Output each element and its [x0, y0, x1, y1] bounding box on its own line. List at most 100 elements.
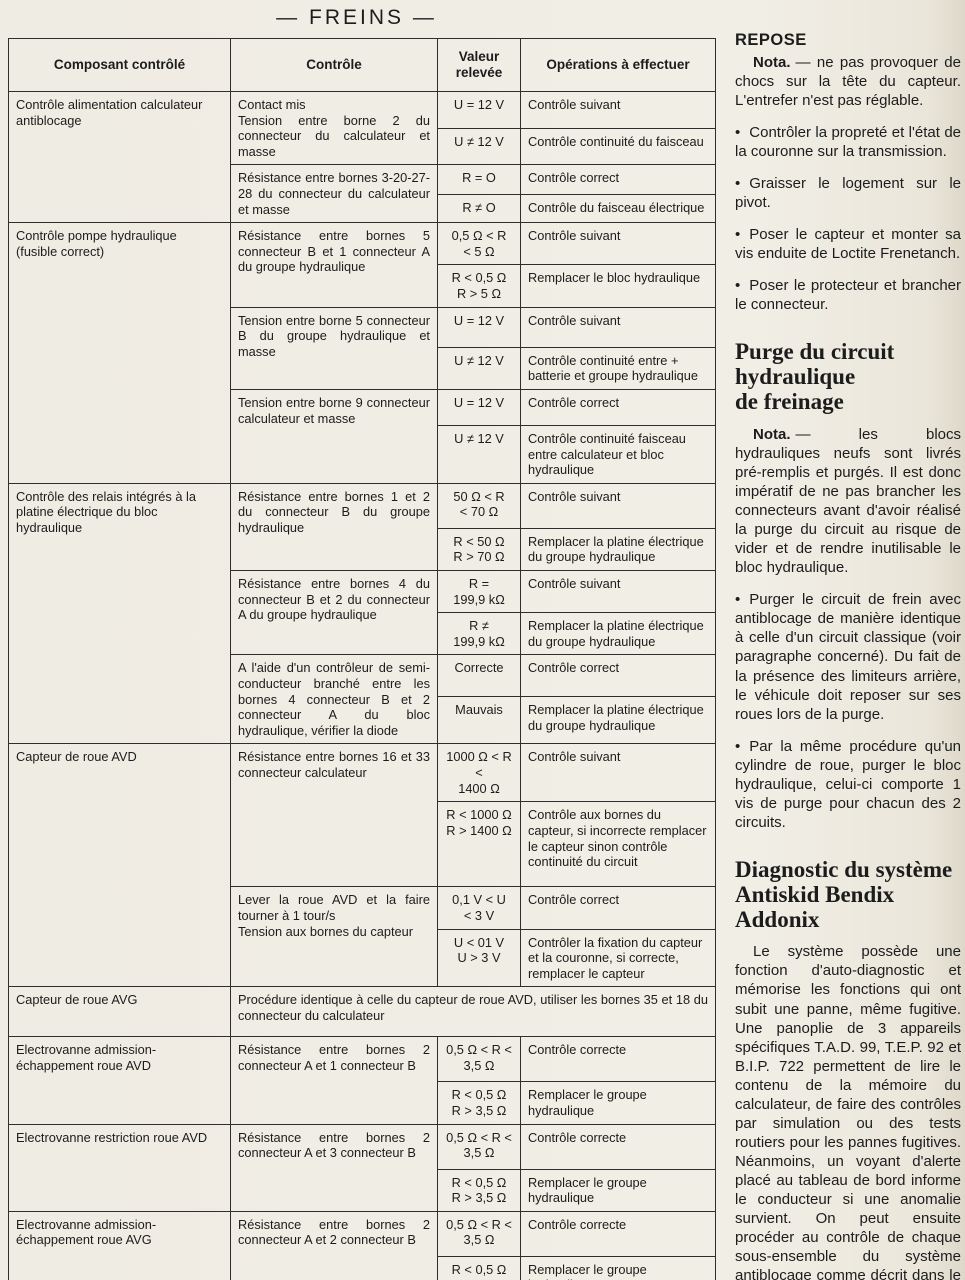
diagnostic-table: Composant contrôlé Contrôle Valeur relev…: [8, 38, 716, 1280]
repose-heading: REPOSE: [735, 31, 807, 49]
control-cell: A l'aide d'un contrôleur de semi-conduct…: [230, 654, 438, 745]
nota-text: — les blocs hydrauliques neufs sont livr…: [735, 425, 961, 577]
operation-cell: Remplacer le groupe hydraulique: [520, 1081, 716, 1125]
value-cell: U ≠ 12 V: [437, 127, 521, 166]
operation-cell: Remplacer le groupe hydraulique: [520, 1255, 716, 1280]
value-cell: R < 0,5 Ω R > 3,5 Ω: [437, 1168, 521, 1212]
operation-cell: Contrôle du faisceau électrique: [520, 193, 716, 224]
table-row: Capteur de roue AVD Résistance entre bor…: [8, 743, 716, 988]
value-cell: U < 01 V U > 3 V: [437, 928, 521, 988]
value-cell: U ≠ 12 V: [437, 424, 521, 484]
value-cell: 50 Ω < R < 70 Ω: [437, 482, 521, 529]
operation-cell: Contrôle correct: [520, 654, 716, 697]
header-operations: Opérations à effectuer: [520, 38, 716, 92]
value-cell: U = 12 V: [437, 306, 521, 348]
table-row: R < 0,5 Ω R > 3,5 Ω Remplacer le groupe …: [9, 1255, 716, 1280]
operation-cell: Contrôle correcte: [520, 1036, 716, 1083]
operation-cell: Contrôle correct: [520, 164, 716, 195]
control-cell: Résistance entre bornes 2 connecteur A e…: [230, 1123, 438, 1212]
value-cell: 0,5 Ω < R < 3,5 Ω: [437, 1036, 521, 1083]
table-row: Contrôle alimentation calculateur antibl…: [8, 90, 716, 224]
control-cell: Lever la roue AVD et la faire tourner à …: [230, 886, 438, 988]
value-cell: 0,5 Ω < R < 3,5 Ω: [437, 1210, 521, 1257]
operation-cell: Contrôle correct: [520, 388, 716, 426]
table-row: Electrovanne admission-échappement roue …: [8, 1210, 716, 1280]
bullet-icon: •: [735, 737, 741, 755]
value-cell: U ≠ 12 V: [437, 346, 521, 390]
component-cell: Capteur de roue AVD: [8, 743, 231, 988]
value-cell: Correcte: [437, 654, 521, 697]
component-cell: Electrovanne admission-échappement roue …: [8, 1210, 231, 1280]
repose-bullet-item: • Poser le capteur et monter sa vis endui…: [735, 225, 961, 263]
operation-cell: Contrôle suivant: [520, 222, 716, 266]
operation-cell: Contrôle suivant: [520, 569, 716, 614]
repose-bullet-item: • Poser le protecteur et brancher le conn…: [735, 276, 961, 314]
bullet-text: Contrôler la propreté et l'état de la co…: [735, 124, 961, 161]
purge-heading: Purge du circuit hydraulique de freinage: [735, 339, 895, 415]
table-row: R < 0,5 Ω R > 3,5 Ω Remplacer le groupe …: [9, 1168, 716, 1212]
operation-cell: Contrôler la fixation du capteur et la c…: [520, 928, 716, 988]
table-row: Electrovanne restriction roue AVD Résist…: [8, 1123, 716, 1212]
purge-nota: Nota. — les blocs hydrauliques neufs sont…: [735, 425, 961, 577]
value-cell: R ≠ 199,9 kΩ: [437, 612, 521, 656]
control-cell: Tension entre borne 9 connecteur calcula…: [230, 388, 438, 484]
section-repose: REPOSE Nota. — ne pas provoquer de chocs …: [735, 30, 961, 314]
table-row: U ≠ 12 V Contrôle continuité faisceau en…: [9, 424, 716, 484]
bullet-icon: •: [735, 226, 741, 244]
table-row: Résistance entre bornes 4 du connecteur …: [9, 569, 716, 656]
diagnostic-table-container: Composant contrôlé Contrôle Valeur relev…: [8, 38, 716, 1280]
purge-bullet-item: • Par la même procédure qu'un cylindre de…: [735, 737, 961, 832]
operation-cell: Contrôle suivant: [520, 743, 716, 803]
repose-bullet-item: • Contrôler la propreté et l'état de la c…: [735, 123, 961, 161]
table-row: Lever la roue AVD et la faire tourner à …: [9, 886, 716, 988]
bullet-icon: •: [735, 175, 741, 193]
operation-cell: Remplacer la platine électrique du group…: [520, 612, 716, 656]
table-row: Capteur de roue AVG Procédure identique …: [8, 986, 716, 1038]
table-row: R < 1000 Ω R > 1400 Ω Contrôle aux borne…: [9, 801, 716, 888]
operation-cell: Remplacer le groupe hydraulique: [520, 1168, 716, 1212]
table-row: R < 0,5 Ω R > 5 Ω Remplacer le bloc hydr…: [9, 264, 716, 308]
value-cell: 0,5 Ω < R < 5 Ω: [437, 222, 521, 266]
procedure-span-cell: Procédure identique à celle du capteur d…: [230, 986, 716, 1038]
control-cell: Contact mis Tension entre borne 2 du con…: [230, 90, 438, 166]
operation-cell: Remplacer le bloc hydraulique: [520, 264, 716, 308]
purge-bullet-item: • Purger le circuit de frein avec antiblo…: [735, 590, 961, 723]
value-cell: U = 12 V: [437, 91, 521, 129]
table-row: Résistance entre bornes 3-20-27-28 du co…: [9, 164, 716, 224]
value-cell: R < 0,5 Ω R > 3,5 Ω: [437, 1255, 521, 1280]
sidebar-column: REPOSE Nota. — ne pas provoquer de chocs …: [735, 30, 961, 1280]
control-cell: Résistance entre bornes 3-20-27-28 du co…: [230, 164, 438, 224]
table-row: Tension entre borne 9 connecteur calcula…: [9, 388, 716, 484]
repose-nota: Nota. — ne pas provoquer de chocs sur la …: [735, 53, 961, 110]
control-cell: Résistance entre bornes 16 et 33 connect…: [230, 743, 438, 888]
bullet-text: Par la même procédure qu'un cylindre de …: [735, 737, 961, 831]
operation-cell: Contrôle correcte: [520, 1210, 716, 1257]
nota-label: Nota.: [753, 53, 791, 71]
operation-cell: Contrôle continuité entre + batterie et …: [520, 346, 716, 390]
value-cell: 1000 Ω < R < 1400 Ω: [437, 743, 521, 803]
bullet-text: Purger le circuit de frein avec antibloc…: [735, 591, 961, 723]
value-cell: R = 199,9 kΩ: [437, 569, 521, 614]
table-row: U ≠ 12 V Contrôle continuité du faisceau: [9, 127, 716, 166]
table-row: Contrôle pompe hydraulique (fusible corr…: [8, 222, 716, 484]
nota-text: — ne pas provoquer de chocs sur la tête …: [735, 53, 961, 110]
header-composant: Composant contrôlé: [8, 38, 231, 92]
nota-label: Nota.: [753, 425, 791, 443]
table-row: R < 0,5 Ω R > 3,5 Ω Remplacer le groupe …: [9, 1081, 716, 1125]
control-cell: Résistance entre bornes 5 connecteur B e…: [230, 222, 438, 308]
component-cell: Contrôle des relais intégrés à la platin…: [8, 482, 231, 745]
component-cell: Contrôle pompe hydraulique (fusible corr…: [8, 222, 231, 484]
value-cell: R = O: [437, 164, 521, 195]
value-cell: R < 50 Ω R > 70 Ω: [437, 527, 521, 571]
value-cell: 0,5 Ω < R < 3,5 Ω: [437, 1123, 521, 1170]
section-diagnostic: Diagnostic du système Antiskid Bendix Ad…: [735, 857, 961, 1280]
value-cell: Mauvais: [437, 695, 521, 745]
value-cell: 0,1 V < U < 3 V: [437, 886, 521, 930]
value-cell: U = 12 V: [437, 388, 521, 426]
component-cell: Electrovanne restriction roue AVD: [8, 1123, 231, 1212]
table-row: A l'aide d'un contrôleur de semi-conduct…: [9, 654, 716, 745]
operation-cell: Remplacer la platine électrique du group…: [520, 527, 716, 571]
table-row: R ≠ O Contrôle du faisceau électrique: [9, 193, 716, 224]
control-cell: Tension entre borne 5 connecteur B du gr…: [230, 306, 438, 390]
